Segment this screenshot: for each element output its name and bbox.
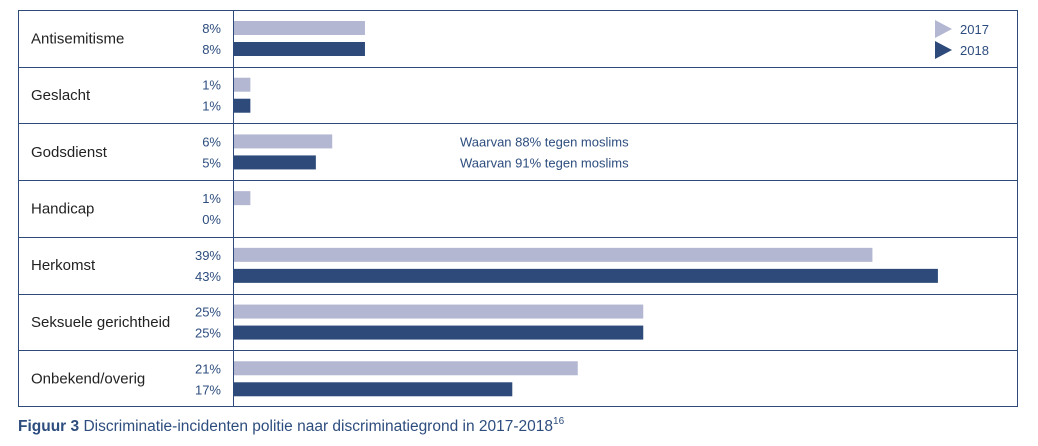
category-label: Godsdienst <box>31 144 108 161</box>
data-label-2017: 1% <box>202 191 221 206</box>
data-label-2018: 17% <box>195 382 221 397</box>
data-label-2017: 39% <box>195 248 221 263</box>
bar-2017 <box>234 304 644 319</box>
data-label-2018: 0% <box>202 212 221 227</box>
data-label-2018: 8% <box>202 42 221 57</box>
row-handicap: Handicap 1% 0% <box>31 191 251 227</box>
category-label: Seksuele gerichtheid <box>31 314 170 331</box>
bar-2018 <box>234 325 644 340</box>
chart-border <box>18 10 1018 407</box>
data-label-2017: 6% <box>202 134 221 149</box>
bar-2017 <box>234 134 333 149</box>
category-label: Herkomst <box>31 257 96 274</box>
legend-marker <box>935 41 952 59</box>
legend-marker <box>935 20 952 38</box>
category-label: Geslacht <box>31 87 91 104</box>
row-godsdienst: Godsdienst 6% Waarvan 88% tegen moslims 5% W… <box>31 134 629 170</box>
data-label-2018: 5% <box>202 155 221 170</box>
bar-2017 <box>234 77 251 92</box>
row-herkomst: Herkomst 39% 43% <box>31 247 938 284</box>
legend-label: 2018 <box>960 43 989 58</box>
bar-2017 <box>234 247 873 262</box>
annotation: Waarvan 88% tegen moslims <box>460 134 629 149</box>
bar-2017 <box>234 21 365 35</box>
bar-2018 <box>234 155 316 170</box>
caption-label: Figuur 3 <box>18 418 80 435</box>
data-label-2017: 21% <box>195 361 221 376</box>
caption-footnote: 16 <box>553 416 565 427</box>
category-label: Antisemitisme <box>31 30 124 47</box>
row-onbekend-overig: Onbekend/overig 21% 17% <box>31 361 578 397</box>
legend-label: 2017 <box>960 22 989 37</box>
bar-2018 <box>234 268 938 283</box>
bar-2018 <box>234 42 365 56</box>
bar-2017 <box>234 361 578 376</box>
chart-legend: 2017 2018 <box>935 20 989 59</box>
category-label: Onbekend/overig <box>31 371 145 388</box>
figure-caption: Figuur 3 Discriminatie-incidenten politi… <box>18 416 565 436</box>
bar-2018 <box>234 98 251 113</box>
chart-frame <box>18 10 1018 407</box>
row-antisemitisme: Antisemitisme 8% 8% <box>31 21 365 57</box>
row-geslacht: Geslacht 1% 1% <box>31 77 251 114</box>
legend-item-2017: 2017 <box>935 20 989 38</box>
category-label: Handicap <box>31 201 94 218</box>
data-label-2018: 1% <box>202 99 221 114</box>
annotation: Waarvan 91% tegen moslims <box>460 155 629 170</box>
data-label-2017: 1% <box>202 78 221 93</box>
data-label-2018: 43% <box>195 269 221 284</box>
data-label-2018: 25% <box>195 326 221 341</box>
data-label-2017: 8% <box>202 21 221 36</box>
row-seksuele-gerichtheid: Seksuele gerichtheid 25% 25% <box>31 304 644 341</box>
bar-2018 <box>234 382 513 397</box>
caption-text: Discriminatie-incidenten politie naar di… <box>83 418 554 435</box>
legend-item-2018: 2018 <box>935 41 989 59</box>
data-label-2017: 25% <box>195 305 221 320</box>
chart-rows: Antisemitisme 8% 8% Geslacht 1% 1% Godsdienst 6… <box>31 21 938 397</box>
bar-2017 <box>234 191 251 206</box>
